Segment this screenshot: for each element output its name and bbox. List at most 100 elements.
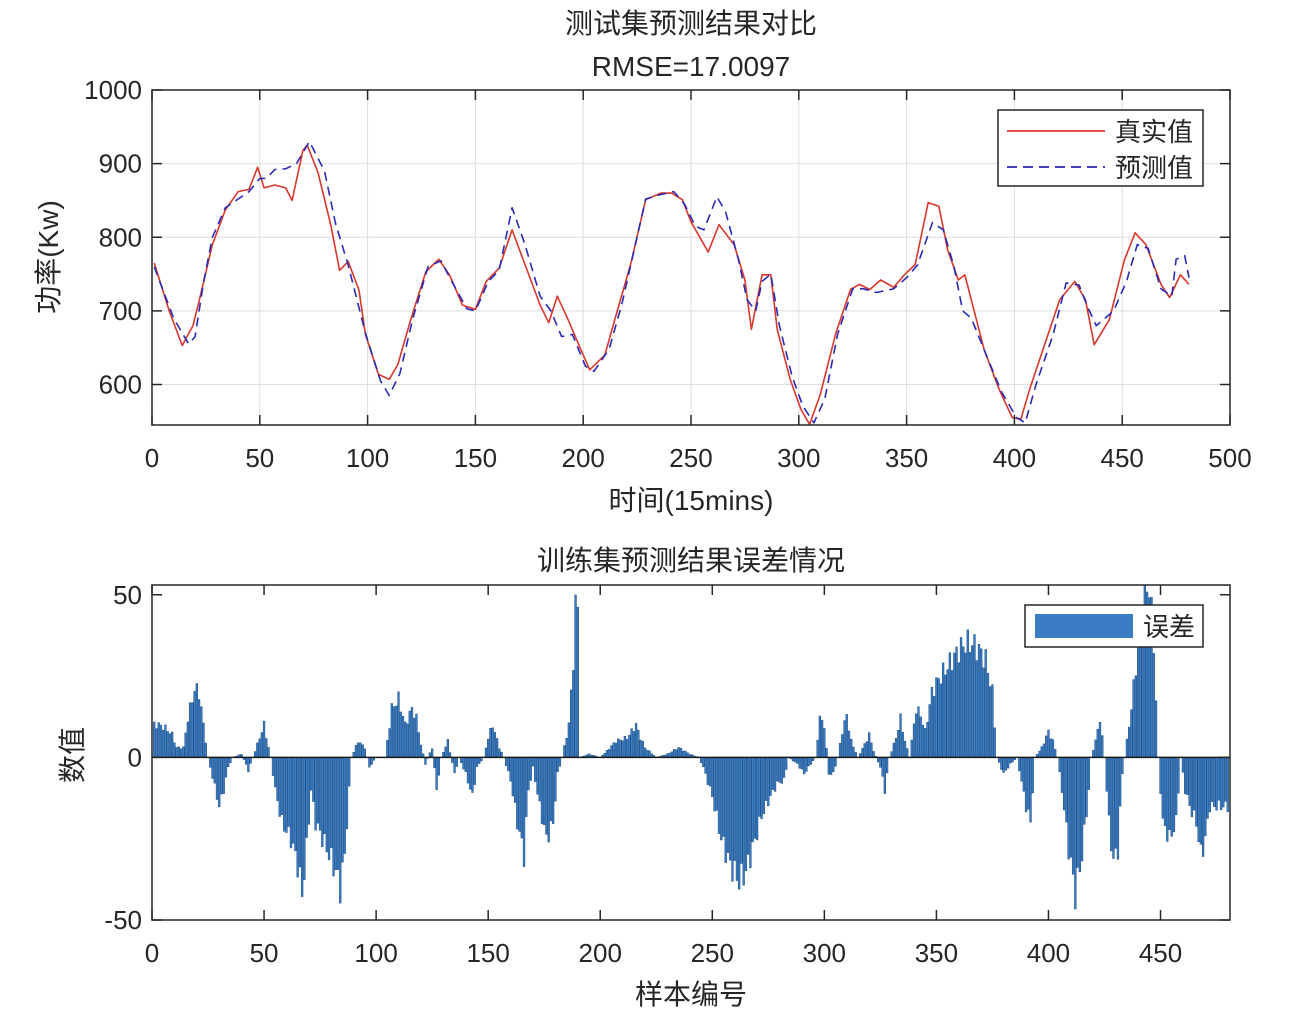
error-bar	[392, 706, 396, 758]
x-tick-label: 100	[346, 443, 389, 473]
error-bar	[738, 757, 741, 890]
x-tick-label: 0	[145, 443, 159, 473]
error-bar	[870, 742, 873, 758]
x-tick-label: 400	[1027, 938, 1070, 968]
error-bar	[1107, 757, 1111, 816]
error-bar	[153, 721, 156, 758]
error-bar	[825, 748, 828, 758]
y-tick-label: 700	[99, 296, 142, 326]
error-bar	[363, 748, 367, 758]
x-tick-label: 50	[245, 443, 274, 473]
error-bar	[211, 757, 214, 779]
error-bar	[354, 745, 358, 758]
error-bar	[735, 757, 739, 881]
y-tick-label: 0	[128, 742, 142, 772]
error-bar	[1076, 757, 1079, 868]
error-bar	[1201, 757, 1205, 857]
error-bar	[253, 751, 257, 758]
error-bar	[993, 727, 996, 758]
error-bar	[711, 757, 714, 798]
error-bar	[614, 742, 618, 758]
error-bar	[395, 705, 398, 758]
error-bar	[511, 757, 514, 797]
error-bar	[1192, 757, 1196, 811]
error-bar	[455, 757, 458, 767]
error-bar	[1224, 757, 1227, 802]
error-bar	[975, 660, 978, 758]
error-bar	[939, 683, 943, 758]
error-bar	[637, 729, 640, 758]
error-bar	[675, 749, 678, 758]
error-bar	[487, 738, 490, 758]
error-bar	[1047, 729, 1050, 758]
error-bar	[345, 757, 349, 830]
error-bar	[168, 733, 172, 758]
error-bar	[829, 757, 833, 775]
error-bar	[930, 687, 934, 758]
error-bar	[323, 757, 326, 835]
error-bar	[218, 757, 221, 808]
error-bar	[771, 757, 774, 790]
error-bar	[397, 691, 400, 758]
error-bar	[1119, 757, 1122, 807]
error-bar	[574, 594, 577, 758]
error-bar	[341, 757, 344, 863]
error-bar	[271, 757, 275, 776]
error-bar	[957, 662, 960, 758]
error-bar	[758, 757, 761, 817]
error-bar	[195, 683, 198, 758]
error-bar	[294, 757, 297, 852]
x-tick-label: 150	[466, 938, 509, 968]
error-bar	[630, 728, 633, 758]
error-bar	[717, 757, 721, 834]
error-bar	[924, 728, 927, 758]
error-bar	[547, 757, 550, 843]
x-tick-label: 100	[354, 938, 397, 968]
error-bar	[865, 741, 869, 758]
error-bar	[401, 715, 405, 758]
y-axis-label: 功率(Kw)	[33, 200, 64, 314]
error-bar	[554, 757, 557, 802]
error-bar	[484, 747, 488, 758]
error-bar	[1217, 757, 1220, 801]
error-bar	[464, 757, 467, 772]
error-bar	[1166, 757, 1169, 842]
error-bar	[437, 757, 441, 776]
error-bar	[915, 713, 918, 758]
error-bar	[1219, 757, 1223, 811]
error-bar	[399, 711, 402, 758]
error-bar	[847, 730, 851, 758]
error-bar	[832, 757, 835, 772]
legend-label-error: 误差	[1143, 612, 1195, 642]
error-bar	[1096, 728, 1099, 758]
error-bar	[1051, 739, 1055, 758]
error-bar	[747, 757, 750, 855]
error-bar	[1125, 738, 1129, 758]
error-bar	[1004, 757, 1008, 771]
error-bar	[175, 747, 178, 758]
error-bar	[899, 713, 902, 758]
error-bar	[1031, 757, 1034, 794]
error-bar	[388, 728, 391, 758]
error-bar	[325, 757, 328, 853]
x-axis-label: 样本编号	[635, 979, 747, 1010]
error-bar	[673, 749, 676, 758]
chart-title: 测试集预测结果对比	[565, 8, 817, 39]
error-bar	[173, 742, 176, 758]
error-bar	[332, 757, 335, 877]
error-bar	[330, 757, 333, 849]
error-bar	[796, 757, 799, 764]
x-tick-label: 200	[562, 443, 605, 473]
error-bar	[469, 757, 472, 790]
error-bar	[509, 757, 512, 782]
error-bar	[935, 677, 938, 758]
y-tick-label: 800	[99, 222, 142, 252]
error-bar	[1190, 757, 1194, 818]
error-bar	[549, 757, 553, 822]
error-bar	[1049, 738, 1052, 758]
error-bar	[798, 757, 801, 769]
x-tick-label: 500	[1208, 443, 1251, 473]
error-bar	[276, 757, 279, 801]
error-bar	[305, 757, 308, 838]
error-bar	[431, 748, 434, 758]
